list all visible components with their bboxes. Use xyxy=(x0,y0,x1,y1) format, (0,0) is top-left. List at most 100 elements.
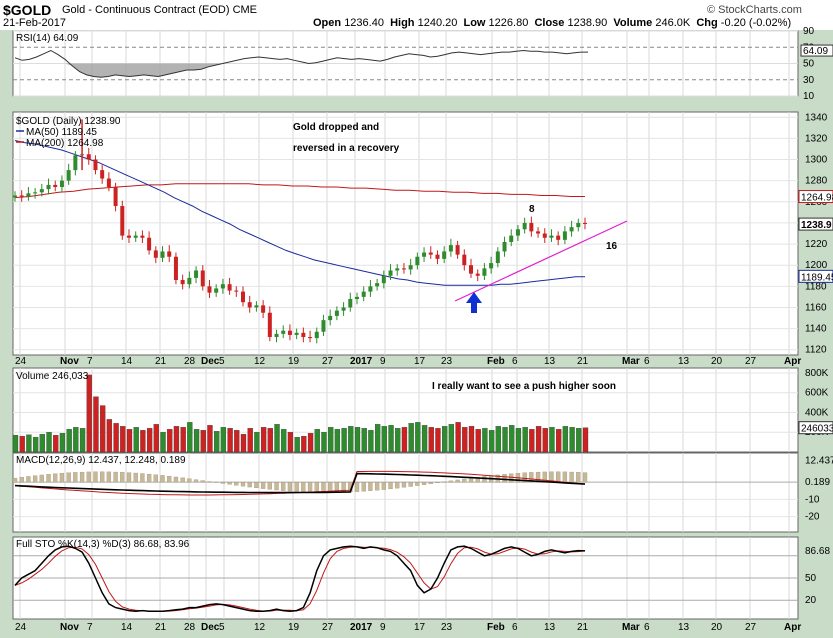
price-body xyxy=(73,155,78,171)
macd-tick-label: -10 xyxy=(805,494,820,505)
x-tick-label: 27 xyxy=(322,356,334,367)
annotation-volume: I really want to see a push higher soon xyxy=(432,381,616,392)
volume-bar xyxy=(509,425,515,453)
macd-hist-bar xyxy=(522,472,527,483)
price-body xyxy=(153,250,158,258)
volume-bar xyxy=(281,429,287,453)
volume-bar xyxy=(126,429,133,453)
price-body xyxy=(515,229,520,236)
sto-tick-label: 20 xyxy=(805,595,817,606)
macd-label: MACD(12,26,9) 12.437, 12.248, 0.189 xyxy=(16,455,186,466)
macd-hist-bar xyxy=(582,472,588,483)
rsi-value-text: 64.09 xyxy=(803,46,828,57)
macd-hist-tag: 0.189 xyxy=(805,477,830,488)
price-body xyxy=(106,178,111,188)
rsi-fill-low xyxy=(15,63,588,78)
price-body xyxy=(529,222,534,232)
macd-value-tag: 12.437 xyxy=(805,456,833,467)
volume-bar xyxy=(415,422,421,453)
price-tick-label: 1200 xyxy=(805,260,828,271)
macd-hist-bar xyxy=(180,477,185,483)
up-arrow-icon xyxy=(466,292,482,313)
macd-hist-bar xyxy=(509,473,514,483)
x-tick-label: Nov xyxy=(60,622,79,633)
x-tick-label: 13 xyxy=(678,622,690,633)
price-tag-text: 1189.45 xyxy=(801,272,833,283)
macd-hist-bar xyxy=(113,471,118,483)
price-tick-label: 1160 xyxy=(805,302,827,313)
volume-bar xyxy=(475,429,481,453)
volume-bar xyxy=(287,432,294,453)
price-body xyxy=(361,291,366,297)
price-body xyxy=(448,245,453,252)
volume-bar xyxy=(227,428,233,453)
volume-bar xyxy=(328,427,334,453)
volume-bar xyxy=(334,429,341,453)
volume-bar xyxy=(455,422,461,453)
volume-bar xyxy=(515,428,522,453)
volume-bar xyxy=(468,426,475,453)
volume-bar xyxy=(549,427,555,453)
volume-bar xyxy=(240,434,247,453)
macd-hist-bar xyxy=(576,472,581,483)
price-body xyxy=(455,245,460,255)
volume-bar xyxy=(86,374,92,453)
ma50-label: MA(50) 1189.45 xyxy=(26,127,97,138)
vol-tick-label: 800K xyxy=(805,368,829,379)
chart-date: 21-Feb-2017 xyxy=(3,17,66,29)
x-tick-label: 13 xyxy=(678,356,690,367)
macd-hist-bar xyxy=(260,481,266,489)
macd-hist-bar xyxy=(59,473,65,483)
price-body xyxy=(334,310,339,316)
price-body xyxy=(100,170,105,179)
price-body xyxy=(375,283,380,287)
price-body xyxy=(562,231,567,240)
volume-bar xyxy=(542,428,548,453)
volume-bar xyxy=(180,427,186,453)
panel-price xyxy=(12,111,799,356)
volume-bar xyxy=(435,428,441,453)
macd-hist-bar xyxy=(562,471,568,483)
x-tick-label: 6 xyxy=(644,622,650,633)
price-body xyxy=(556,235,561,240)
x-tick-label: 9 xyxy=(380,356,386,367)
volume-bar xyxy=(173,426,180,453)
stockcharts-brand: © StockCharts.com xyxy=(707,4,802,16)
x-tick-label: Dec xyxy=(201,622,220,633)
volume-bar xyxy=(408,423,414,453)
volume-bar xyxy=(39,434,45,453)
macd-hist-bar xyxy=(354,481,360,492)
rsi-tick-label: 30 xyxy=(803,75,815,86)
volume-bar xyxy=(522,427,528,453)
price-body xyxy=(46,184,51,190)
price-body xyxy=(381,275,386,284)
volume-bar xyxy=(153,424,159,453)
chg-value: -0.20 (-0.02%) xyxy=(720,17,792,29)
price-label: $GOLD (Daily) 1238.90 xyxy=(16,116,121,127)
x-tick-label: 24 xyxy=(15,622,27,633)
price-tick-label: 1120 xyxy=(805,345,827,356)
price-body xyxy=(576,222,581,228)
x-tick-label: Apr xyxy=(784,356,801,367)
macd-hist-bar xyxy=(146,473,152,483)
close-label: Close xyxy=(534,17,565,29)
x-tick-label: 27 xyxy=(745,622,757,633)
volume-bar xyxy=(348,426,354,453)
macd-hist-bar xyxy=(73,472,78,483)
price-tag xyxy=(798,217,833,231)
price-body xyxy=(462,254,467,266)
ohlc-readout: Open 1236.40 High 1240.20 Low 1226.80 Cl… xyxy=(313,17,791,29)
sto-value-tag: 86.68 xyxy=(805,546,830,557)
macd-hist-bar xyxy=(220,481,226,484)
volume-bar xyxy=(187,422,193,453)
price-body xyxy=(495,251,500,264)
annotation-top: Gold dropped and xyxy=(293,122,379,133)
x-tick-label: 21 xyxy=(577,356,589,367)
macd-hist-bar xyxy=(227,481,232,485)
price-body xyxy=(321,320,326,332)
macd-hist-bar xyxy=(482,476,487,483)
price-body xyxy=(415,256,420,266)
macd-hist-bar xyxy=(314,481,319,493)
price-body xyxy=(422,252,427,257)
x-tick-label: Mar xyxy=(622,622,640,633)
